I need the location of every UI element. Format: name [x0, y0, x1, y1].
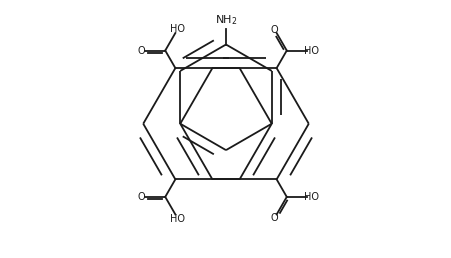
Text: O: O — [137, 192, 145, 202]
Text: NH$_2$: NH$_2$ — [214, 13, 237, 27]
Text: O: O — [270, 213, 278, 223]
Text: HO: HO — [304, 46, 319, 55]
Text: HO: HO — [170, 214, 185, 224]
Text: HO: HO — [304, 192, 319, 202]
Text: O: O — [270, 25, 278, 35]
Text: HO: HO — [170, 24, 185, 34]
Text: O: O — [137, 46, 145, 55]
